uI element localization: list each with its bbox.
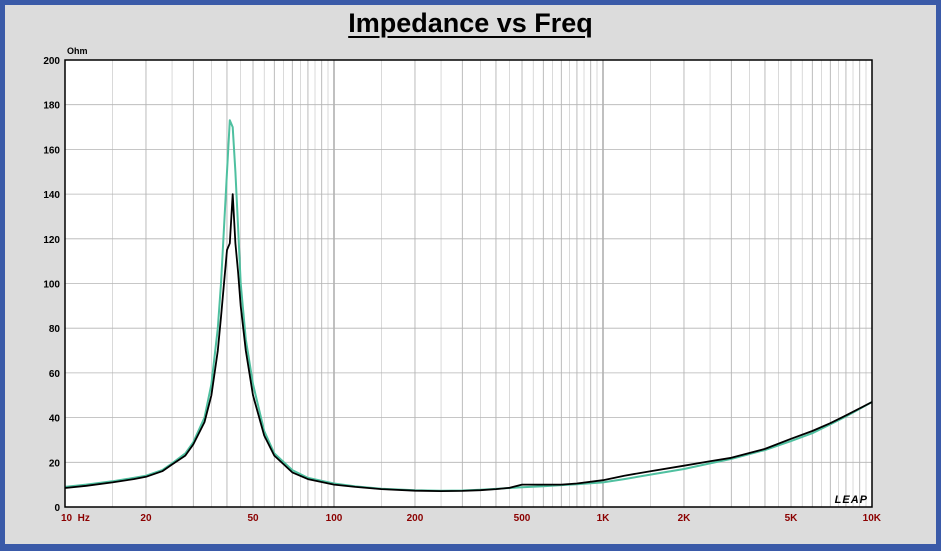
x-tick-label: 2K bbox=[678, 513, 692, 524]
x-tick-label: 10 Hz bbox=[61, 513, 90, 524]
grid-layer bbox=[65, 59, 872, 508]
x-tick-label: 50 bbox=[247, 513, 259, 524]
y-tick-label: 100 bbox=[43, 280, 60, 291]
x-tick-label: 20 bbox=[140, 513, 152, 524]
plot-border bbox=[64, 59, 873, 508]
y-axis-label: Ohm bbox=[67, 46, 88, 56]
y-tick-label: 160 bbox=[43, 145, 60, 156]
y-tick-label: 80 bbox=[49, 324, 61, 335]
y-tick-label: 140 bbox=[43, 190, 60, 201]
x-tick-label: 5K bbox=[785, 513, 799, 524]
chart-title: Impedance vs Freq bbox=[348, 8, 593, 38]
series-layer bbox=[64, 119, 873, 493]
y-tick-label: 180 bbox=[43, 101, 60, 112]
x-tick-label: 500 bbox=[514, 513, 531, 524]
y-tick-label: 40 bbox=[49, 414, 61, 425]
leap-logo: LEAP bbox=[835, 494, 868, 506]
y-tick-label: 120 bbox=[43, 235, 60, 246]
x-tick-label: 100 bbox=[326, 513, 343, 524]
y-tick-labels: 0 20 40 60 80 100 120 140 160 180 200 bbox=[43, 56, 60, 514]
impedance-series-2-line bbox=[64, 119, 873, 492]
y-tick-label: 20 bbox=[49, 458, 61, 469]
x-tick-label: 1K bbox=[597, 513, 611, 524]
impedance-series-1-line bbox=[64, 193, 873, 493]
x-tick-labels: 10 Hz 20 50 100 200 500 1K 2K 5K 10K bbox=[61, 513, 882, 524]
x-tick-label: 200 bbox=[407, 513, 424, 524]
y-tick-label: 60 bbox=[49, 369, 61, 380]
y-tick-label: 0 bbox=[54, 503, 60, 514]
y-tick-label: 200 bbox=[43, 56, 60, 67]
x-tick-label: 10K bbox=[863, 513, 882, 524]
